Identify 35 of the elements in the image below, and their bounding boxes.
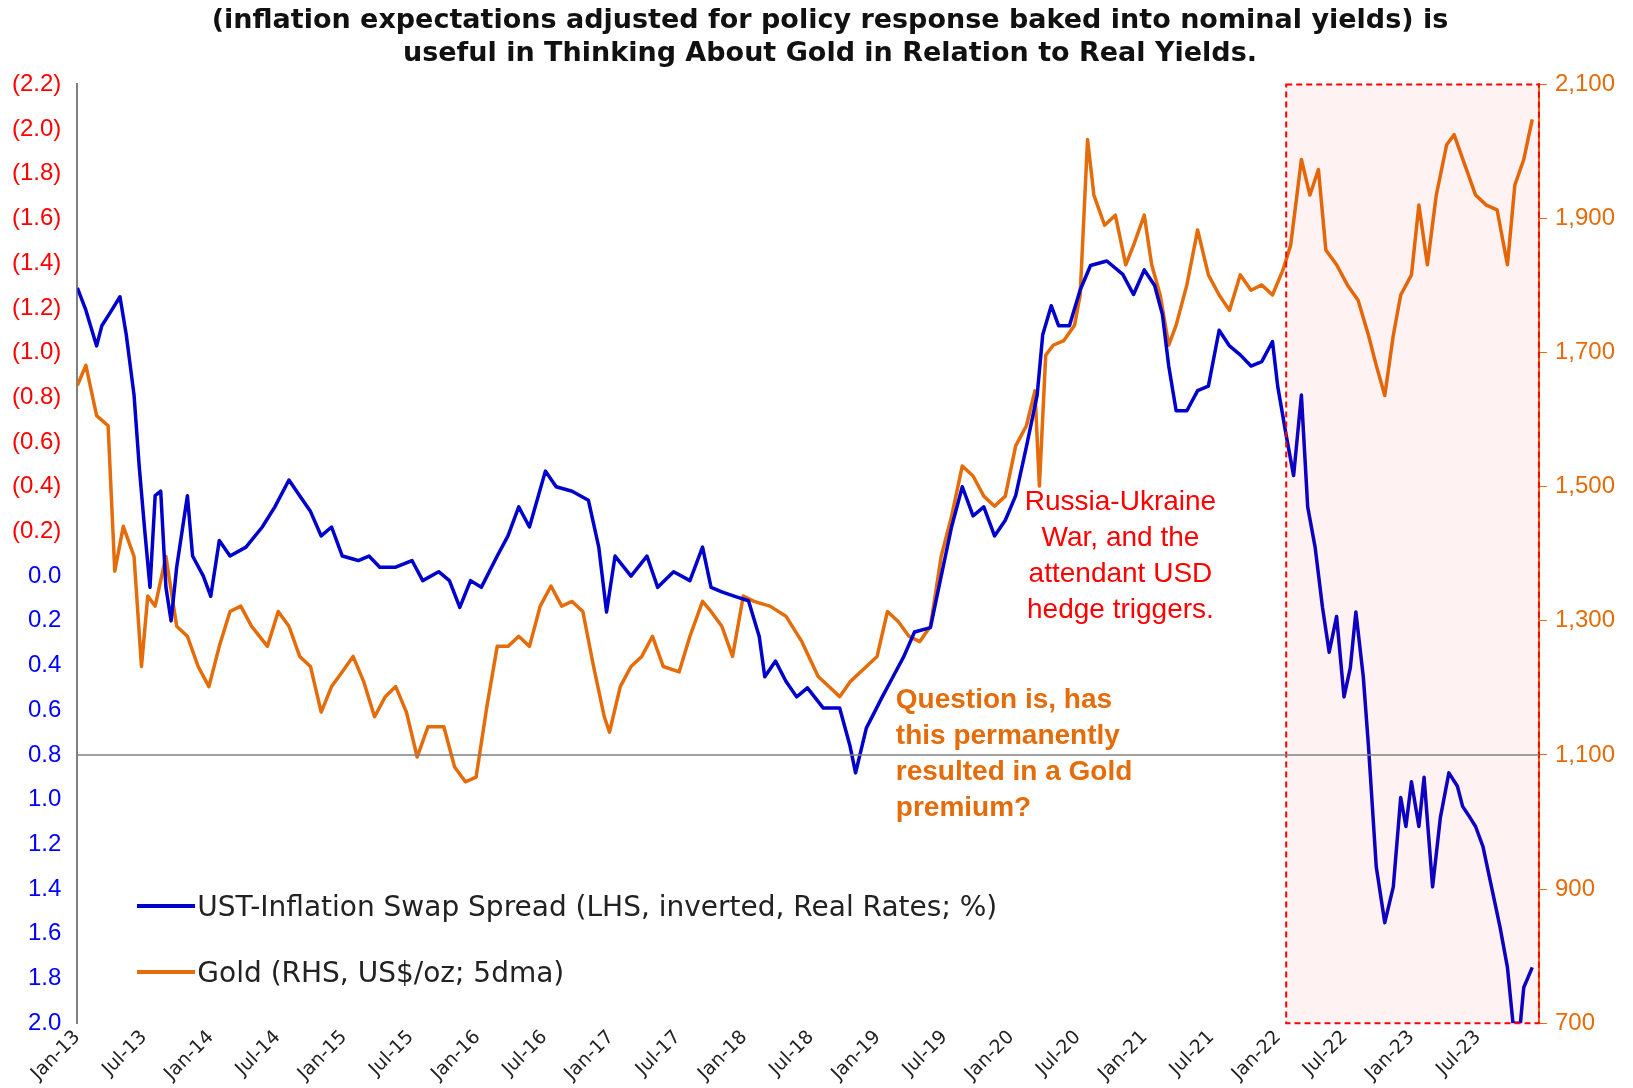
- y2-tick-label: 2,100: [1554, 69, 1615, 97]
- y-tick-label: (1.6): [11, 203, 62, 231]
- y-tick-label: 0.4: [27, 650, 62, 678]
- y-tick-label: 2.0: [27, 1007, 62, 1035]
- y2-tick-label: 1,700: [1554, 337, 1615, 365]
- y2-tick-label: 1,500: [1554, 471, 1615, 499]
- y-tick-label: 1.8: [27, 963, 62, 991]
- y-tick-label: 1.6: [27, 918, 62, 946]
- chart-title: (inflation expectations adjusted for policy response baked into nominal yields) is useful in Thinking About Gold in Relation to Real Yields.: [210, 2, 1450, 68]
- y-tick-label: 0.0: [27, 560, 62, 588]
- y-tick-label: (0.2): [11, 516, 62, 544]
- legend-label: Gold (RHS, US$/oz; 5dma): [197, 955, 565, 989]
- y-tick-label: 1.2: [27, 829, 62, 857]
- y2-tick-label: 1,900: [1554, 203, 1615, 231]
- y-tick-label: 0.2: [27, 605, 62, 633]
- legend-label: UST-Inflation Swap Spread (LHS, inverted, Real Rates; %): [197, 889, 998, 923]
- y-tick-label: (0.6): [11, 426, 62, 454]
- y2-tick-label: 900: [1554, 873, 1595, 901]
- annotation: Russia-Ukraine War, and the attendant USD hedge triggers.: [1023, 484, 1218, 627]
- y-tick-label: (1.2): [11, 292, 62, 320]
- y-tick-label: (0.8): [11, 381, 62, 409]
- y2-tick-label: 1,100: [1554, 739, 1615, 767]
- y-tick-label: (2.0): [11, 113, 62, 141]
- y-tick-label: (1.0): [11, 337, 62, 365]
- y-tick-label: (2.2): [11, 69, 62, 97]
- y-tick-label: 1.0: [27, 784, 62, 812]
- y-tick-label: 1.4: [27, 873, 62, 901]
- y2-tick-label: 1,300: [1554, 605, 1615, 633]
- y2-tick-label: 700: [1554, 1007, 1595, 1035]
- y-tick-label: (1.4): [11, 247, 62, 275]
- y-tick-label: 0.8: [27, 739, 62, 767]
- y-tick-label: (0.4): [11, 471, 62, 499]
- y-tick-label: (1.8): [11, 158, 62, 186]
- y-tick-label: 0.6: [27, 694, 62, 722]
- annotation: Question is, has this permanently resulted in a Gold premium?: [895, 681, 1134, 824]
